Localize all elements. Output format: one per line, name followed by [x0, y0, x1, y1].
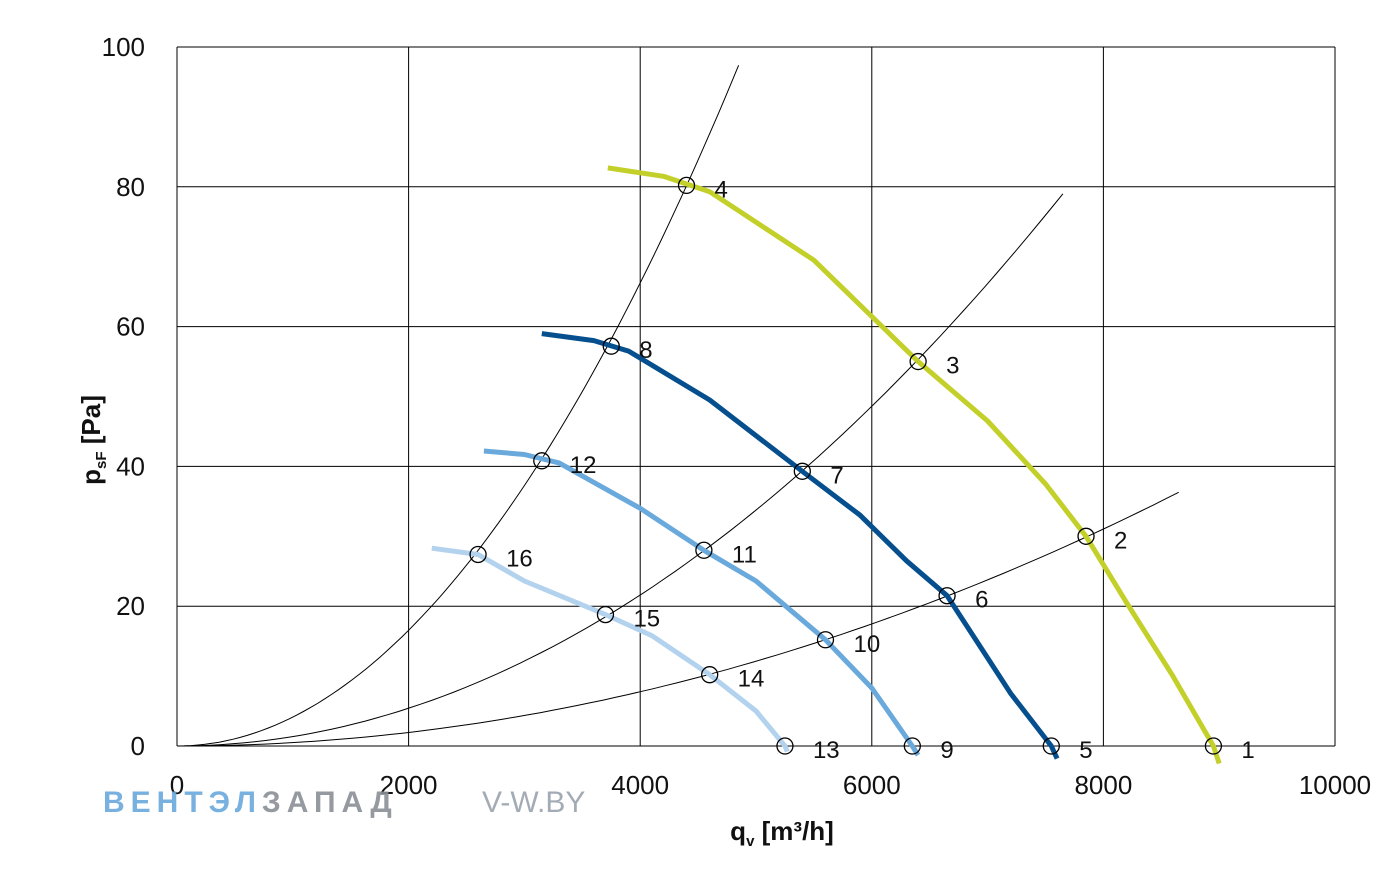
- watermark-part1: ВЕНТЭЛ: [103, 786, 262, 819]
- x-tick-label: 0: [170, 770, 184, 800]
- operating-point-marker: [701, 666, 719, 684]
- operating-point-label: 13: [813, 737, 840, 764]
- y-axis-title: psF [Pa]: [76, 395, 110, 485]
- operating-point-label: 12: [570, 452, 597, 479]
- y-tick-label: 40: [116, 451, 145, 481]
- operating-point-label: 1: [1241, 737, 1254, 764]
- x-tick-label: 6000: [843, 770, 901, 800]
- fan-curve-fan3: [483, 448, 921, 757]
- operating-point-marker: [776, 737, 794, 755]
- x-tick-label: 4000: [611, 770, 669, 800]
- system-curves: [176, 65, 1179, 747]
- operating-point-marker: [1204, 737, 1223, 755]
- operating-point-label: 2: [1114, 527, 1127, 554]
- fan-curve-fan1: [607, 165, 1222, 765]
- operating-point-label: 4: [715, 176, 728, 203]
- grid-lines: [176, 46, 1336, 747]
- operating-point-label: 5: [1079, 737, 1092, 764]
- x-tick-labels: 0 2000 4000 6000 8000 10000: [170, 770, 1371, 800]
- operating-point-marker: [816, 631, 835, 649]
- system-curve: [177, 491, 1179, 747]
- svg-text:ВЕНТЭЛЗАПАД: ВЕНТЭЛЗАПАД: [103, 786, 398, 819]
- operating-point-marker: [1042, 737, 1060, 755]
- y-tick-label: 80: [116, 172, 145, 202]
- watermark: ВЕНТЭЛЗАПАД V-W.BY: [103, 786, 585, 819]
- watermark-site: V-W.BY: [482, 786, 585, 819]
- operating-point-label: 3: [946, 353, 959, 380]
- system-curve: [176, 193, 1064, 747]
- operating-point-marker: [903, 737, 921, 755]
- watermark-part2: ЗАПАД: [262, 786, 398, 819]
- x-axis-title: qv [m³/h]: [730, 816, 834, 850]
- operating-point-label: 10: [853, 631, 880, 658]
- fan-series: [431, 165, 1222, 765]
- x-tick-label: 10000: [1299, 770, 1371, 800]
- operating-point-marker: [793, 462, 811, 480]
- y-tick-label: 60: [116, 312, 145, 342]
- x-tick-label: 2000: [380, 770, 438, 800]
- operating-point-marker: [602, 337, 620, 355]
- system-curve: [176, 65, 740, 747]
- y-tick-labels: 0 20 40 60 80 100: [102, 32, 145, 761]
- operating-point-label: 11: [732, 541, 757, 568]
- y-tick-label: 20: [116, 591, 145, 621]
- operating-point-marker: [909, 352, 927, 371]
- operating-point-marker: [677, 176, 696, 195]
- operating-point-label: 14: [738, 666, 765, 693]
- fan-curve-fan2: [541, 331, 1060, 760]
- operating-point-label: 16: [506, 545, 533, 572]
- y-tick-label: 100: [102, 32, 145, 62]
- operating-point-marker: [1077, 527, 1095, 545]
- operating-point-label: 9: [940, 737, 953, 764]
- x-tick-label: 8000: [1074, 770, 1132, 800]
- operating-point-label: 8: [639, 337, 652, 364]
- operating-point-label: 7: [830, 462, 843, 489]
- operating-point-marker: [938, 587, 956, 605]
- operating-point-marker: [695, 541, 713, 559]
- operating-point-label: 6: [975, 587, 988, 614]
- y-tick-label: 0: [131, 731, 145, 761]
- operating-point-marker: [469, 545, 487, 564]
- fan-curve-fan4: [431, 545, 790, 753]
- operating-point-label: 15: [633, 606, 660, 633]
- operating-point-marker: [596, 605, 615, 624]
- operating-point-marker: [533, 452, 551, 470]
